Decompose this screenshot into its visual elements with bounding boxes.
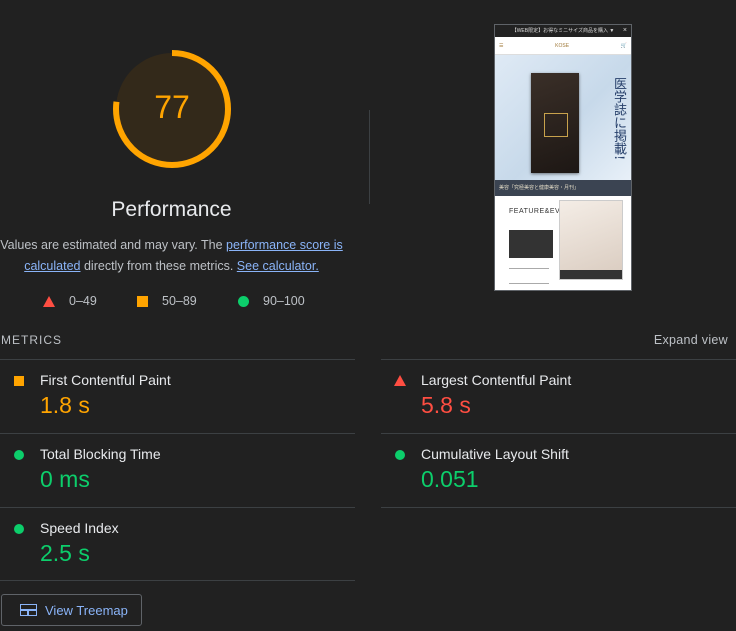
screenshot-text-lines bbox=[509, 268, 549, 284]
metrics-divider bbox=[381, 507, 736, 508]
close-icon: × bbox=[622, 27, 627, 34]
description-text: Values are estimated and may vary. The bbox=[0, 238, 227, 252]
average-square-icon bbox=[14, 376, 24, 386]
metric-label: Largest Contentful Paint bbox=[421, 372, 572, 388]
performance-score: 77 bbox=[154, 89, 190, 125]
legend-average-label: 50–89 bbox=[162, 294, 197, 308]
metric-value: 2.5 s bbox=[40, 540, 90, 566]
final-screenshot-thumbnail[interactable]: 【WEB限定】お得なミニサイズ商品を購入 ▼ × ☰ KOSE 🛒 医学誌に掲載… bbox=[494, 24, 632, 291]
gauge-fill bbox=[116, 53, 228, 165]
legend-average: 50–89 bbox=[137, 294, 197, 308]
screenshot-hero-text: 医学誌に掲載! bbox=[611, 77, 626, 161]
screenshot-feature-image bbox=[509, 230, 553, 258]
metrics-divider bbox=[0, 359, 355, 360]
cart-icon: 🛒 bbox=[620, 42, 627, 49]
screenshot-banner-text: 【WEB限定】お得なミニサイズ商品を購入 ▼ bbox=[511, 28, 615, 34]
performance-gauge bbox=[111, 48, 233, 170]
screenshot-site-header: ☰ KOSE 🛒 bbox=[495, 37, 631, 55]
good-circle-icon bbox=[14, 524, 24, 534]
metric-fcp: First Contentful Paint 1.8 s bbox=[0, 372, 355, 428]
poor-triangle-icon bbox=[394, 375, 406, 386]
metric-value: 0 ms bbox=[40, 466, 90, 492]
good-circle-icon bbox=[238, 295, 249, 307]
expand-view-toggle[interactable]: Expand view bbox=[653, 333, 728, 347]
metric-lcp: Largest Contentful Paint 5.8 s bbox=[381, 372, 736, 428]
screenshot-ad-popup bbox=[559, 200, 623, 280]
description-text-2: directly from these metrics. bbox=[80, 259, 237, 273]
metric-label: First Contentful Paint bbox=[40, 372, 171, 388]
metrics-section-title: METRICS bbox=[1, 333, 62, 347]
metric-value: 0.051 bbox=[421, 466, 479, 492]
metric-tbt: Total Blocking Time 0 ms bbox=[0, 446, 355, 502]
metric-value: 5.8 s bbox=[421, 392, 471, 418]
screenshot-site-name: KOSE bbox=[555, 42, 570, 49]
screenshot-feature-title: FEATURE&EVENT bbox=[509, 208, 576, 215]
average-square-icon bbox=[137, 295, 148, 307]
good-circle-icon bbox=[14, 450, 24, 460]
screenshot-bottom: FEATURE&EVENT bbox=[495, 196, 631, 290]
score-description: Values are estimated and may vary. The p… bbox=[0, 235, 343, 277]
metrics-divider bbox=[381, 359, 736, 360]
legend-poor-label: 0–49 bbox=[69, 294, 97, 308]
metrics-divider bbox=[0, 580, 355, 581]
treemap-icon bbox=[20, 604, 37, 616]
see-calculator-link[interactable]: See calculator. bbox=[236, 259, 319, 273]
legend-poor: 0–49 bbox=[43, 294, 97, 308]
screenshot-hero: 医学誌に掲載! bbox=[495, 55, 631, 180]
legend-good: 90–100 bbox=[238, 294, 305, 308]
performance-title: Performance bbox=[111, 198, 232, 221]
metrics-divider bbox=[0, 433, 355, 434]
legend-good-label: 90–100 bbox=[263, 294, 305, 308]
performance-score-link[interactable]: performance score is calculated bbox=[24, 238, 343, 273]
vertical-divider bbox=[369, 110, 370, 204]
metric-value: 1.8 s bbox=[40, 392, 90, 418]
poor-triangle-icon bbox=[43, 295, 55, 307]
metric-label: Total Blocking Time bbox=[40, 446, 161, 462]
screenshot-top-banner: 【WEB限定】お得なミニサイズ商品を購入 ▼ × bbox=[495, 25, 631, 37]
hamburger-icon: ☰ bbox=[499, 42, 504, 49]
gauge-arc bbox=[113, 50, 231, 168]
metric-si: Speed Index 2.5 s bbox=[0, 520, 355, 576]
metric-cls: Cumulative Layout Shift 0.051 bbox=[381, 446, 736, 502]
good-circle-icon bbox=[395, 450, 405, 460]
view-treemap-label: View Treemap bbox=[45, 602, 128, 618]
metric-label: Cumulative Layout Shift bbox=[421, 446, 569, 462]
metrics-divider bbox=[0, 507, 355, 508]
ad-bar bbox=[560, 270, 622, 279]
screenshot-band: 美容「究極美容と健康美容・月刊」 bbox=[495, 180, 631, 196]
product-box-image bbox=[531, 73, 579, 173]
metric-label: Speed Index bbox=[40, 520, 119, 536]
view-treemap-button[interactable]: View Treemap bbox=[1, 594, 142, 626]
metrics-divider bbox=[381, 433, 736, 434]
